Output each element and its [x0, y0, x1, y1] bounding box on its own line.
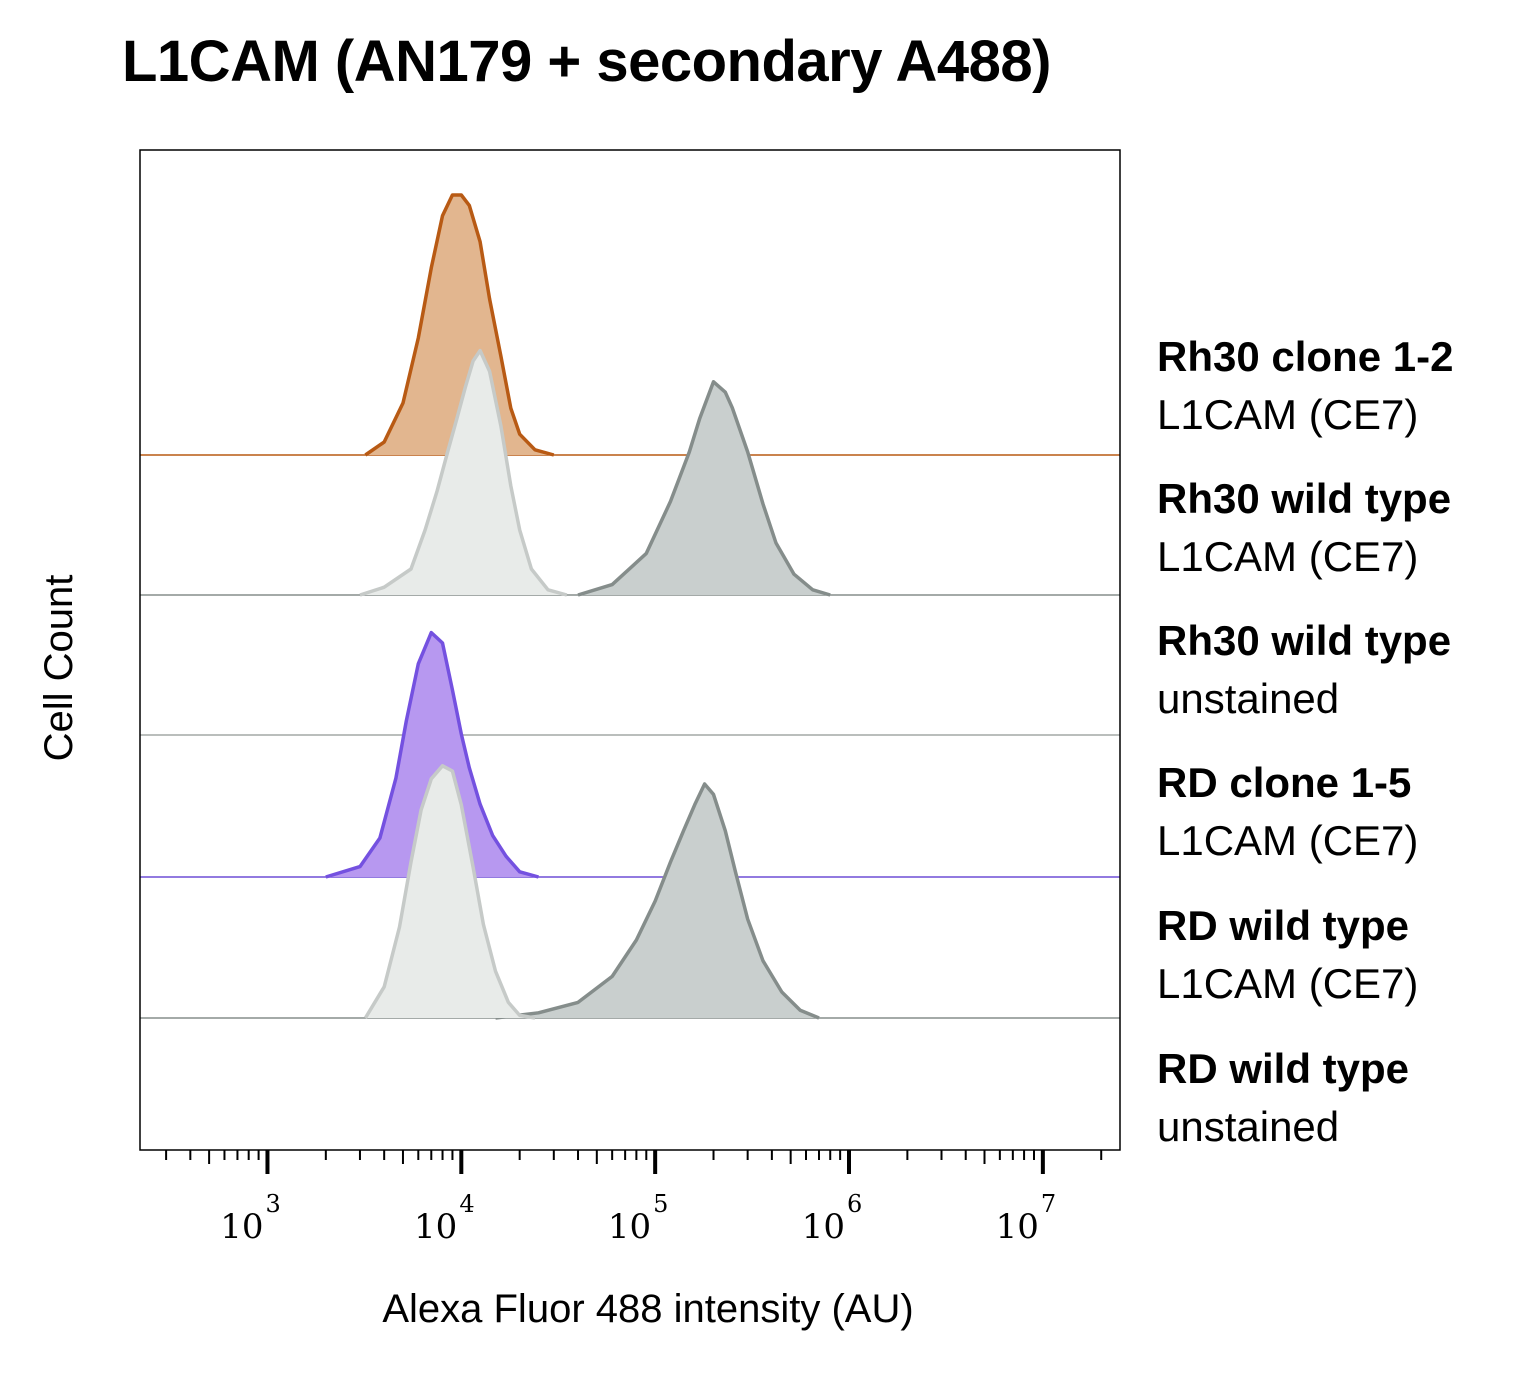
x-tick-label: 105 [608, 1190, 669, 1247]
x-tick-exponent: 7 [1041, 1190, 1056, 1218]
histogram-curve [577, 380, 831, 597]
svg-text:10: 10 [414, 1207, 457, 1247]
row-label-name: Rh30 clone 1-2 [1157, 333, 1454, 380]
row-label-name: Rh30 wild type [1157, 617, 1452, 664]
histogram-area [495, 784, 819, 1018]
row-label-name: RD clone 1-5 [1157, 759, 1412, 806]
x-tick-exponent: 6 [847, 1190, 862, 1218]
histogram-area [578, 381, 831, 595]
svg-text:10: 10 [220, 1207, 263, 1247]
row-label: RD clone 1-5 L1CAM (CE7) [1157, 762, 1418, 862]
histogram-layer [140, 193, 1120, 1020]
x-tick-label: 103 [220, 1190, 281, 1247]
row-label-name: RD wild type [1157, 902, 1410, 949]
row-label: Rh30 wild type unstained [1157, 620, 1451, 720]
x-axis-label: Alexa Fluor 488 intensity (AU) [382, 1287, 913, 1331]
x-tick-exponent: 3 [265, 1190, 280, 1218]
row-label: RD wild type L1CAM (CE7) [1157, 905, 1418, 1005]
histogram-curve [363, 764, 536, 1020]
row-label: Rh30 clone 1-2 L1CAM (CE7) [1157, 336, 1453, 436]
row-label: RD wild type unstained [1157, 1048, 1409, 1148]
row-label-condition: L1CAM (CE7) [1157, 960, 1419, 1007]
svg-text:10: 10 [608, 1207, 651, 1247]
row-label-name: RD wild type [1157, 1045, 1410, 1092]
x-tick-exponent: 4 [459, 1190, 474, 1218]
plot-frame [139, 149, 1121, 1151]
x-tick-label: 104 [414, 1190, 475, 1247]
x-tick-exponent: 5 [653, 1190, 668, 1218]
x-tick-label: 107 [996, 1190, 1057, 1247]
row-label: Rh30 wild type L1CAM (CE7) [1157, 478, 1451, 578]
histogram-area [360, 350, 567, 595]
plot-border [139, 149, 1121, 1151]
histogram-curve [495, 782, 820, 1020]
svg-text:10: 10 [996, 1207, 1039, 1247]
chart-title: L1CAM (AN179 + secondary A488) [122, 29, 1051, 94]
row-label-condition: L1CAM (CE7) [1157, 817, 1419, 864]
y-axis-label: Cell Count [37, 575, 81, 762]
svg-text:10: 10 [802, 1207, 845, 1247]
row-label-condition: L1CAM (CE7) [1157, 391, 1419, 438]
histogram-area [325, 632, 539, 877]
row-label-name: Rh30 wild type [1157, 475, 1452, 522]
histogram-area [365, 765, 535, 1018]
histogram-curve [325, 630, 539, 879]
row-label-condition: L1CAM (CE7) [1157, 533, 1419, 580]
row-label-condition: unstained [1157, 675, 1340, 722]
x-tick-label: 106 [802, 1190, 863, 1247]
histogram-curve [359, 348, 568, 597]
row-label-condition: unstained [1157, 1103, 1340, 1150]
histogram-curve [364, 193, 555, 457]
